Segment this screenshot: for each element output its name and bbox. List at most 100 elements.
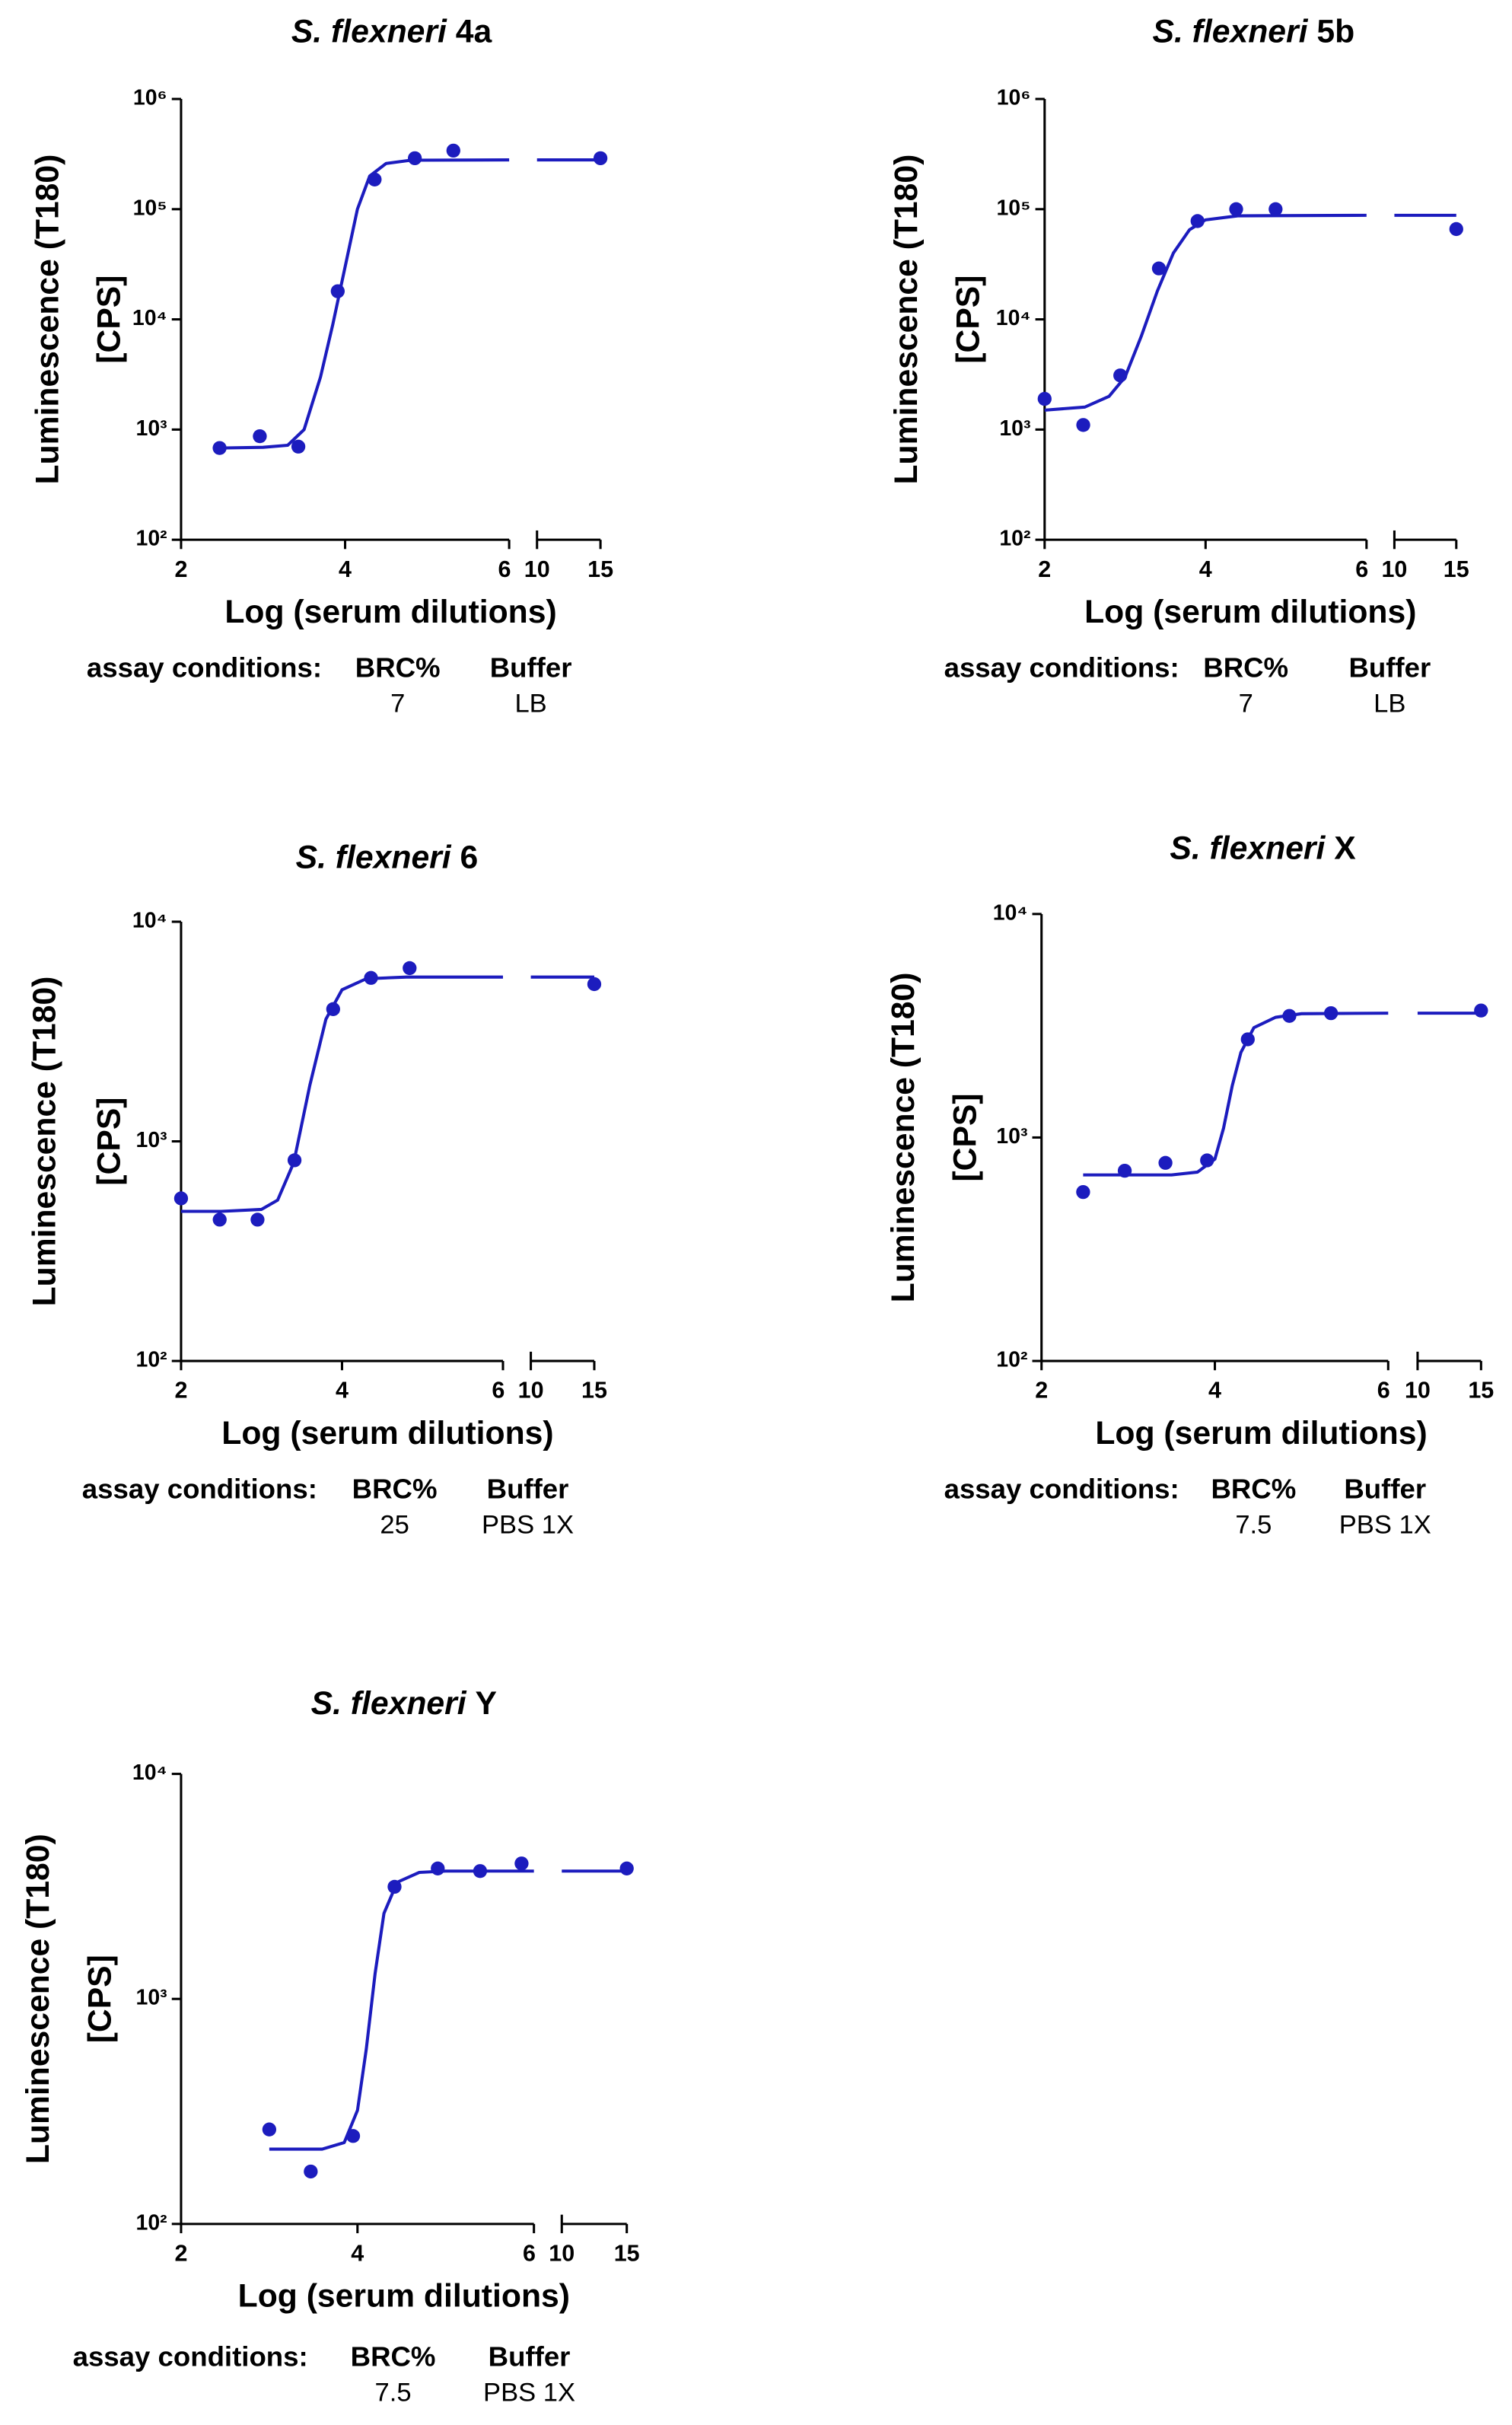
data-point (1076, 418, 1090, 432)
condition-name: Buffer (489, 2341, 571, 2372)
x-tick-label: 2 (174, 556, 187, 582)
title-organism: S. flexneri (1170, 830, 1326, 867)
y-axis-label: [CPS] (947, 1093, 983, 1181)
title-space (1308, 14, 1317, 50)
data-point (1268, 202, 1283, 216)
x-tick-label: 15 (614, 2241, 640, 2267)
condition-value: 7 (1239, 690, 1253, 719)
condition-name: BRC% (351, 2341, 436, 2372)
title-space (451, 840, 460, 876)
condition-value: LB (1374, 690, 1405, 719)
conditions-label: assay conditions: (73, 2341, 308, 2372)
y-tick-label: 10⁴ (993, 900, 1028, 925)
x-tick-label: 6 (498, 556, 511, 582)
fit-line (219, 158, 601, 450)
data-point (473, 1864, 488, 1878)
data-point (587, 977, 602, 992)
panel: S. flexneri 6 Luminescence (T180) [CPS] 10²… (26, 840, 607, 1540)
conditions-label: assay conditions: (944, 1473, 1179, 1504)
chart-title: S. flexneri X (1170, 830, 1356, 867)
x-tick-label: 15 (1444, 556, 1469, 582)
x-tick-label: 4 (1199, 556, 1212, 582)
y-tick-label: 10⁴ (996, 306, 1031, 330)
y-tick-label: 10³ (136, 1986, 167, 2010)
condition-value: 7 (390, 690, 405, 719)
y-axis-label: Luminescence (T180) (20, 1834, 56, 2164)
data-point (446, 143, 460, 158)
y-axis-label: [CPS] (81, 1955, 118, 2043)
fit-line (1083, 1012, 1482, 1177)
x-tick-label: 2 (1038, 556, 1051, 582)
title-strain: 6 (460, 840, 479, 876)
panel: S. flexneri 5b Luminescence (T180) [CPS] 10… (888, 14, 1469, 719)
condition-name: BRC% (1203, 652, 1288, 683)
condition-value: 7.5 (375, 2378, 412, 2407)
data-point (212, 441, 227, 455)
title-organism: S. flexneri (296, 840, 452, 876)
data-point (364, 970, 378, 985)
chart-title: S. flexneri 6 (296, 840, 479, 876)
title-space (466, 1685, 476, 1722)
title-strain: 5b (1316, 14, 1354, 50)
condition-value: PBS 1X (1339, 1511, 1431, 1540)
data-point (1200, 1153, 1214, 1168)
data-point (1323, 1005, 1339, 1021)
data-point (1229, 202, 1243, 216)
fit-line (180, 975, 594, 1213)
data-point (330, 284, 345, 298)
x-tick-label: 4 (339, 556, 352, 582)
y-tick-label: 10³ (136, 416, 167, 441)
panel: S. flexneri Y Luminescence (T180) [CPS] 10²… (20, 1685, 640, 2407)
title-organism: S. flexneri (311, 1685, 467, 1722)
data-point (1037, 391, 1052, 406)
y-tick-label: 10⁴ (132, 306, 167, 330)
condition-value: 7.5 (1235, 1511, 1272, 1540)
condition-name: Buffer (1348, 652, 1431, 683)
condition-name: Buffer (1344, 1473, 1426, 1504)
data-point (1474, 1003, 1488, 1018)
y-axis-label: [CPS] (91, 276, 128, 364)
x-tick-label: 10 (518, 1378, 544, 1404)
data-point (1449, 221, 1463, 237)
data-point (173, 1191, 189, 1206)
x-tick-label: 4 (1208, 1378, 1221, 1404)
y-tick-label: 10⁴ (132, 909, 167, 933)
data-point (408, 151, 422, 166)
data-point (287, 1153, 302, 1168)
condition-name: Buffer (487, 1473, 569, 1504)
data-point (250, 1212, 265, 1227)
x-axis-label: Log (serum dilutions) (1095, 1415, 1427, 1451)
data-point (262, 2122, 277, 2137)
y-tick-label: 10³ (996, 1124, 1027, 1149)
x-axis-label: Log (serum dilutions) (224, 594, 556, 630)
x-tick-label: 15 (1468, 1378, 1494, 1404)
y-axis-label: Luminescence (T180) (888, 155, 925, 485)
x-tick-label: 2 (1035, 1378, 1048, 1404)
y-axis-label: [CPS] (91, 1097, 128, 1185)
x-tick-label: 6 (1355, 556, 1368, 582)
data-point (403, 961, 417, 976)
conditions-label: assay conditions: (87, 652, 322, 683)
y-axis-label: [CPS] (950, 276, 986, 364)
y-axis-label: Luminescence (T180) (29, 155, 65, 485)
title-space (447, 14, 456, 50)
x-tick-label: 10 (524, 556, 550, 582)
x-tick-label: 2 (174, 2241, 187, 2267)
data-point (1282, 1009, 1297, 1023)
y-tick-label: 10² (136, 527, 167, 551)
data-point (368, 172, 382, 186)
y-axis-label: Luminescence (T180) (885, 973, 922, 1303)
x-axis-label: Log (serum dilutions) (238, 2278, 570, 2315)
data-point (1113, 368, 1128, 383)
data-point (326, 1002, 340, 1016)
y-axis-label: Luminescence (T180) (26, 977, 62, 1307)
condition-value: LB (514, 690, 546, 719)
condition-name: BRC% (355, 652, 441, 683)
chart-title: S. flexneri Y (311, 1685, 497, 1722)
title-space (1325, 830, 1334, 867)
chart-title: S. flexneri 4a (291, 14, 492, 50)
y-tick-label: 10³ (136, 1128, 167, 1152)
data-point (304, 2164, 318, 2179)
